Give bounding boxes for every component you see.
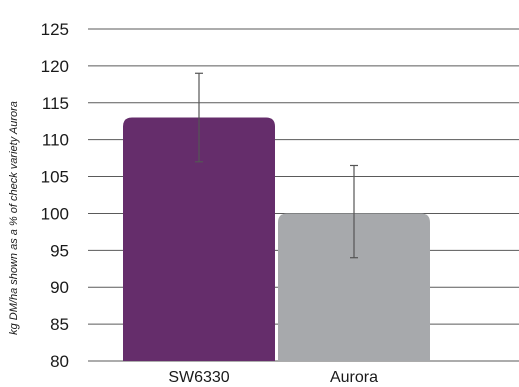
y-tick-label: 100 xyxy=(41,204,69,223)
bars xyxy=(123,117,430,362)
y-tick-label: 115 xyxy=(42,94,69,113)
y-tick-label: 110 xyxy=(42,131,69,150)
x-category-label: Aurora xyxy=(330,369,378,386)
y-axis-ticks: 125 120 115 110 105 100 95 90 85 80 xyxy=(41,20,69,371)
y-tick-label: 85 xyxy=(50,315,69,334)
x-axis-labels: SW6330 Aurora xyxy=(168,369,378,386)
y-axis-label: kg DM/ha shown as a % of check variety A… xyxy=(8,101,20,335)
y-tick-label: 125 xyxy=(41,20,69,39)
y-tick-label: 120 xyxy=(41,57,69,76)
y-tick-label: 80 xyxy=(50,352,69,371)
y-tick-label: 105 xyxy=(41,168,69,187)
error-bars xyxy=(195,72,358,259)
bar-sw6330 xyxy=(123,117,275,362)
y-tick-label: 90 xyxy=(50,278,69,297)
y-tick-label: 95 xyxy=(50,241,69,260)
bar-aurora xyxy=(278,213,430,361)
x-category-label: SW6330 xyxy=(168,369,229,386)
